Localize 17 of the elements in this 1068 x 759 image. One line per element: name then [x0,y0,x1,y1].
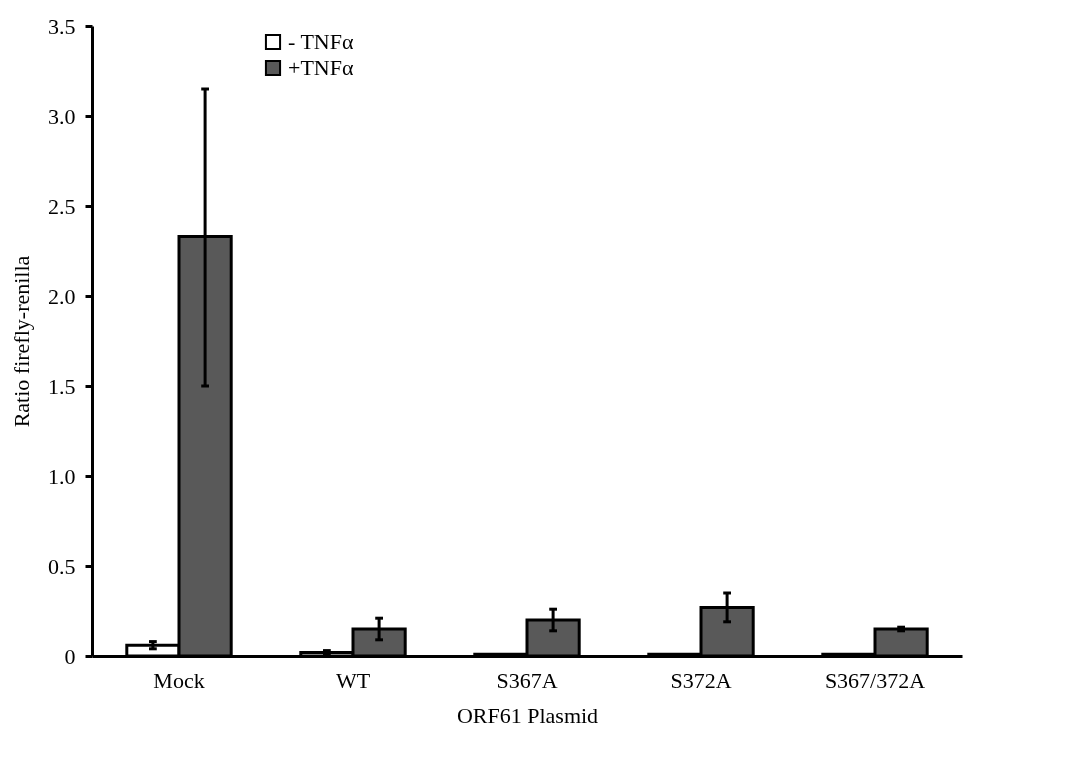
x-tick-label: S367A [496,667,558,693]
y-tick-label: 1.0 [48,463,76,489]
y-tick-label: 3.5 [48,13,76,39]
x-tick-label: WT [335,667,371,693]
x-axis-title: ORF61 Plasmid [456,702,599,728]
x-tick-label: Mock [153,667,205,693]
y-tick-label: 0 [64,643,76,669]
x-tick-label: S372A [670,667,732,693]
x-tick-label: S367/372A [824,667,926,693]
y-tick-label: 2.5 [48,193,76,219]
y-tick-label: 3.0 [48,103,76,129]
legend-label: +TNFα [288,55,354,80]
y-tick-label: 2.0 [48,283,76,309]
y-tick-label: 0.5 [48,553,76,579]
y-axis-title: Ratio firefly-renilla [9,255,34,428]
legend-label: - TNFα [288,29,354,54]
y-tick-label: 1.5 [48,373,76,399]
